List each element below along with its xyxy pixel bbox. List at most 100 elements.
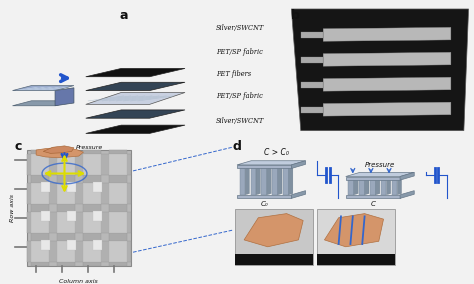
Bar [41, 211, 50, 221]
Polygon shape [323, 77, 451, 91]
Bar [82, 154, 101, 175]
Bar [262, 168, 267, 195]
Polygon shape [256, 167, 260, 195]
Bar [82, 183, 101, 204]
Bar [67, 240, 76, 250]
Bar [370, 180, 375, 195]
Polygon shape [86, 110, 185, 118]
Polygon shape [86, 125, 185, 133]
Bar [82, 241, 101, 262]
Polygon shape [323, 28, 451, 41]
Polygon shape [397, 179, 401, 195]
Polygon shape [301, 57, 323, 63]
Polygon shape [323, 102, 451, 116]
Polygon shape [86, 93, 185, 105]
Text: PET/SP fabric: PET/SP fabric [216, 92, 263, 100]
Polygon shape [400, 191, 414, 199]
Bar [31, 150, 49, 266]
Polygon shape [244, 214, 303, 247]
Polygon shape [245, 167, 249, 195]
Bar [93, 182, 102, 192]
Polygon shape [323, 52, 451, 66]
Bar [109, 212, 127, 233]
Bar [109, 154, 127, 175]
Polygon shape [346, 172, 414, 176]
Bar [359, 180, 365, 195]
Bar [237, 195, 292, 199]
Polygon shape [301, 32, 323, 38]
Polygon shape [292, 191, 306, 199]
Bar [348, 180, 354, 195]
Text: PET fibers: PET fibers [216, 70, 251, 78]
Text: Silver/SWCNT: Silver/SWCNT [216, 117, 264, 125]
Bar [109, 241, 127, 262]
Bar [31, 241, 49, 262]
Polygon shape [267, 167, 271, 195]
Bar [237, 165, 292, 168]
Text: C > C₀: C > C₀ [264, 148, 288, 156]
Polygon shape [86, 82, 185, 91]
Text: a: a [119, 9, 128, 22]
Polygon shape [12, 101, 74, 106]
Bar [56, 241, 75, 262]
Bar [82, 150, 101, 266]
Bar [240, 168, 245, 195]
Polygon shape [375, 179, 380, 195]
Text: Silver/SWCNT: Silver/SWCNT [216, 24, 264, 32]
Text: C₀: C₀ [260, 201, 268, 207]
Bar [67, 182, 76, 192]
Bar [251, 168, 256, 195]
Bar [41, 182, 50, 192]
Polygon shape [38, 87, 61, 90]
Polygon shape [278, 167, 282, 195]
Text: c: c [15, 140, 22, 153]
Bar [381, 180, 386, 195]
Bar [56, 212, 75, 233]
Bar [318, 254, 395, 265]
Bar [67, 211, 76, 221]
Bar [273, 168, 278, 195]
Polygon shape [400, 172, 414, 180]
Polygon shape [86, 68, 185, 77]
Polygon shape [301, 82, 323, 88]
Bar [346, 176, 400, 180]
Polygon shape [289, 167, 293, 195]
Bar [31, 183, 49, 204]
Bar [82, 212, 101, 233]
Bar [109, 183, 127, 204]
Bar [31, 154, 49, 175]
Polygon shape [17, 87, 40, 90]
Polygon shape [365, 179, 369, 195]
Bar [56, 150, 75, 266]
Bar [93, 211, 102, 221]
Polygon shape [292, 161, 306, 168]
Bar [56, 183, 75, 204]
Bar [235, 254, 313, 265]
Bar [93, 240, 102, 250]
Text: Row axis: Row axis [10, 194, 15, 222]
Bar [41, 240, 50, 250]
Polygon shape [43, 146, 74, 153]
Bar [235, 210, 313, 265]
Text: d: d [232, 140, 241, 153]
Polygon shape [237, 161, 306, 165]
Bar [27, 212, 131, 233]
Polygon shape [386, 179, 391, 195]
Text: C: C [371, 201, 375, 207]
Polygon shape [46, 87, 68, 90]
Polygon shape [292, 9, 469, 131]
Text: b: b [292, 9, 300, 22]
Bar [109, 150, 127, 266]
Polygon shape [55, 88, 74, 106]
Bar [56, 154, 75, 175]
Polygon shape [31, 87, 54, 90]
Polygon shape [36, 148, 83, 158]
Text: Pressure: Pressure [76, 145, 103, 150]
Polygon shape [324, 214, 383, 247]
Text: Column axis: Column axis [59, 279, 98, 284]
Polygon shape [24, 87, 47, 90]
Bar [27, 183, 131, 204]
Text: PET/SP fabric: PET/SP fabric [216, 48, 263, 56]
Polygon shape [354, 179, 358, 195]
Text: Pressure: Pressure [365, 162, 395, 168]
